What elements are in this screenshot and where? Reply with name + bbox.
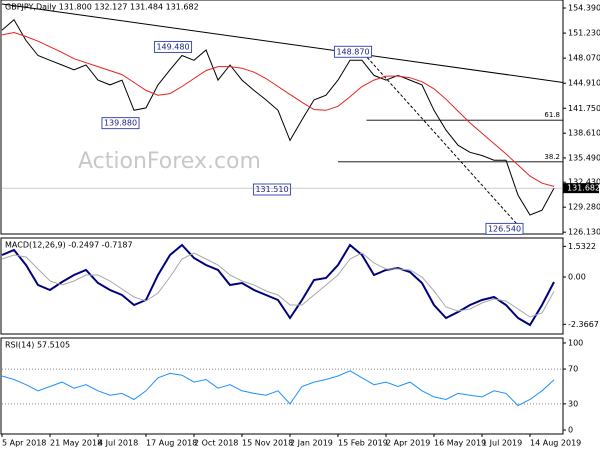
annotation-box bbox=[485, 222, 524, 235]
x-tick-label: 16 May 2019 bbox=[434, 439, 486, 448]
y-tick-label: 129.280 bbox=[568, 203, 600, 212]
panel-frame bbox=[0, 0, 564, 235]
series-line bbox=[1, 31, 555, 187]
x-tick-label: 2 Oct 2018 bbox=[194, 439, 238, 448]
x-tick-label: 4 Jul 2018 bbox=[98, 439, 138, 448]
panel-title: RSI(14) 57.5105 bbox=[5, 341, 70, 350]
y-tick-label: 126.130 bbox=[568, 228, 600, 237]
price-annotation: 148.870 bbox=[336, 47, 369, 56]
fib-label: 61.8 bbox=[544, 111, 560, 119]
x-tick-label: 5 Apr 2018 bbox=[2, 439, 46, 448]
series-line bbox=[1, 370, 555, 407]
y-tick-label: 0 bbox=[568, 425, 573, 434]
fib-label: 38.2 bbox=[544, 153, 560, 161]
y-tick-label: 0.00 bbox=[568, 273, 586, 282]
x-tick-label: 15 Nov 2018 bbox=[242, 439, 293, 448]
series-line bbox=[1, 243, 555, 327]
panel-title: MACD(12,26,9) -0.2497 -0.7187 bbox=[5, 241, 133, 250]
y-tick-label: 132.430 bbox=[568, 178, 600, 187]
y-tick-label: 144.910 bbox=[568, 79, 600, 88]
price-annotation: 139.880 bbox=[104, 119, 137, 128]
last-price-label: 131.682 bbox=[567, 184, 600, 193]
annotation-box bbox=[333, 45, 373, 58]
y-tick-label: 135.490 bbox=[568, 153, 600, 162]
y-tick-label: 151.230 bbox=[568, 29, 600, 38]
y-tick-label: -2.3667 bbox=[568, 320, 599, 329]
y-tick-label: 148.070 bbox=[568, 54, 600, 63]
trendline bbox=[1, 3, 564, 83]
y-tick-label: 100 bbox=[568, 338, 583, 347]
x-tick-label: 2 Apr 2019 bbox=[386, 439, 430, 448]
x-tick-label: 17 Aug 2018 bbox=[146, 439, 197, 448]
price-annotation: 131.510 bbox=[255, 185, 288, 194]
series-line bbox=[1, 252, 555, 318]
panel-title: GBPJPY,Daily 131.800 132.127 131.484 131… bbox=[5, 3, 199, 12]
y-tick-label: 1.5322 bbox=[568, 242, 596, 251]
annotation-box bbox=[252, 183, 292, 196]
x-tick-label: 15 Feb 2019 bbox=[338, 439, 388, 448]
price-annotation: 126.540 bbox=[488, 224, 521, 233]
x-tick-label: 21 May 2018 bbox=[50, 439, 102, 448]
price-annotation: 149.480 bbox=[156, 42, 189, 51]
y-tick-label: 138.610 bbox=[568, 129, 600, 138]
x-tick-label: 2 Jan 2019 bbox=[290, 439, 333, 448]
annotation-box bbox=[153, 40, 193, 53]
y-tick-label: 154.390 bbox=[568, 4, 600, 13]
annotation-box bbox=[101, 117, 140, 130]
panel-frame bbox=[0, 237, 564, 335]
y-tick-label: 70 bbox=[568, 365, 578, 374]
series-line bbox=[1, 19, 555, 216]
x-tick-label: 1 Jul 2019 bbox=[482, 439, 522, 448]
x-tick-label: 14 Aug 2019 bbox=[530, 439, 581, 448]
y-tick-label: 141.750 bbox=[568, 104, 600, 113]
panel-frame bbox=[0, 337, 564, 435]
last-price-tag bbox=[563, 183, 599, 194]
y-tick-label: 30 bbox=[568, 399, 578, 408]
watermark: ActionForex.com bbox=[78, 149, 261, 174]
